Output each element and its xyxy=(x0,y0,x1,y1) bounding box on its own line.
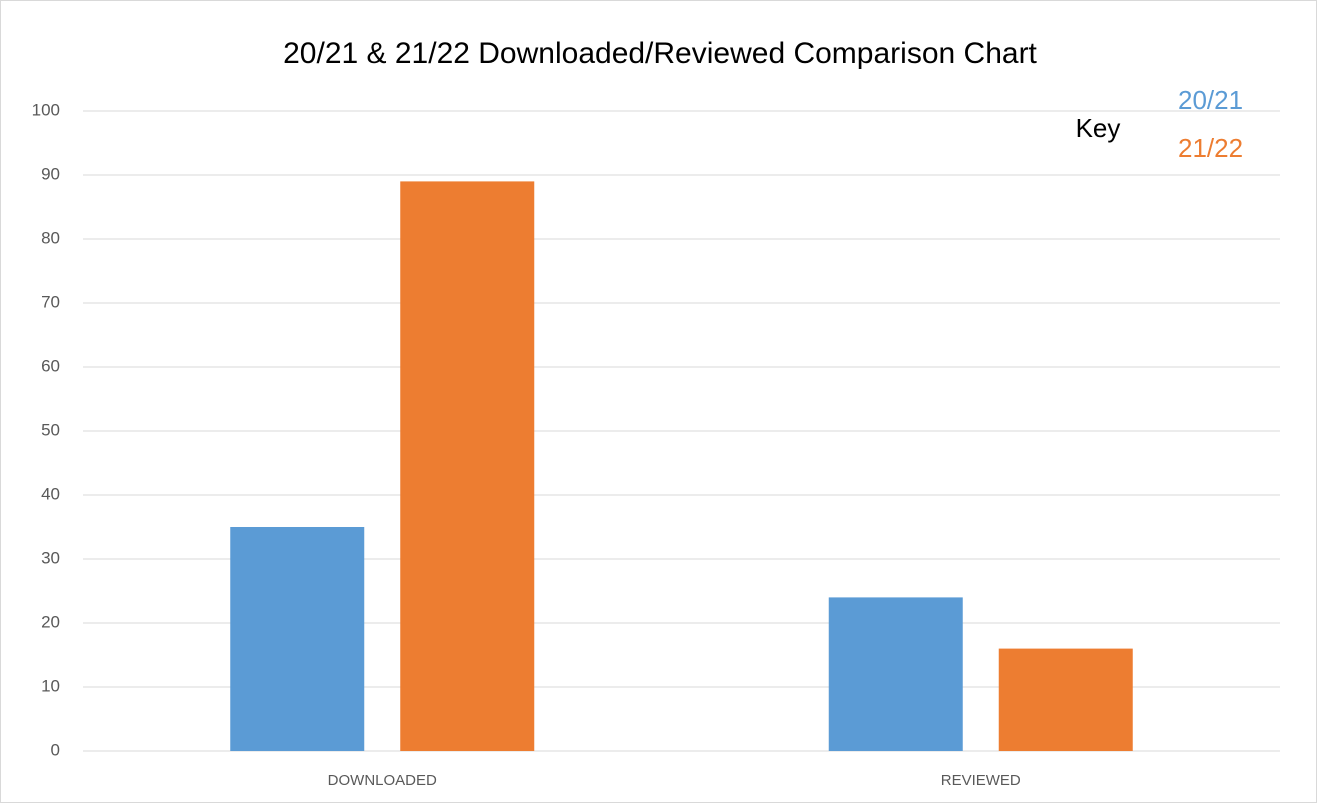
bar xyxy=(400,181,535,751)
y-tick-label: 70 xyxy=(41,292,60,311)
legend-entry: 21/22 xyxy=(1178,133,1243,163)
bar xyxy=(230,527,365,751)
y-tick-label: 100 xyxy=(32,100,60,119)
y-tick-label: 80 xyxy=(41,228,60,247)
y-tick-label: 40 xyxy=(41,484,60,503)
bar xyxy=(828,597,963,751)
legend-title: Key xyxy=(1076,113,1121,143)
bar xyxy=(998,648,1133,751)
y-tick-label: 50 xyxy=(41,420,60,439)
x-tick-label: DOWNLOADED xyxy=(328,772,437,789)
y-tick-label: 60 xyxy=(41,356,60,375)
y-tick-label: 10 xyxy=(41,676,60,695)
y-tick-label: 0 xyxy=(51,740,60,759)
y-tick-label: 30 xyxy=(41,548,60,567)
legend-entry: 20/21 xyxy=(1178,85,1243,115)
y-tick-label: 20 xyxy=(41,612,60,631)
x-tick-label: REVIEWED xyxy=(941,772,1021,789)
y-tick-label: 90 xyxy=(41,164,60,183)
chart-title: 20/21 & 21/22 Downloaded/Reviewed Compar… xyxy=(283,37,1037,70)
